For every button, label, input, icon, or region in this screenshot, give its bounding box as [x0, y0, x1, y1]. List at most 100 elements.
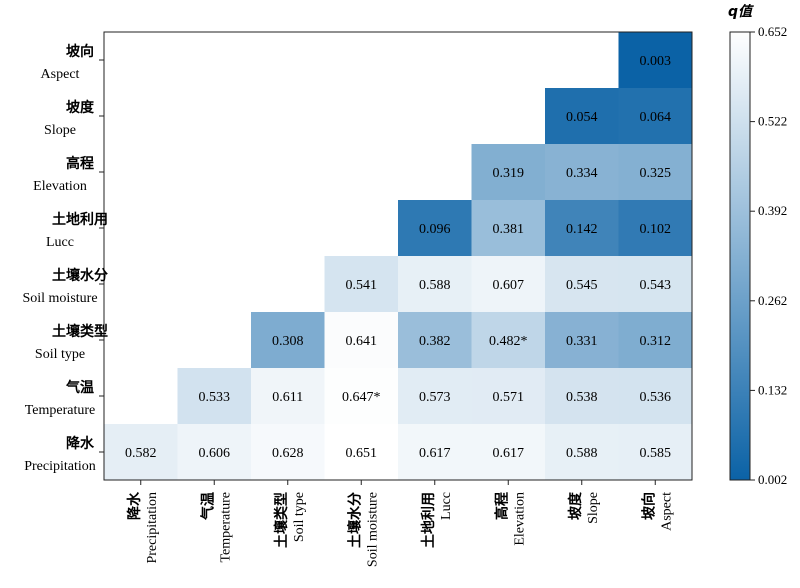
x-tick-label-en: Soil moisture: [365, 492, 380, 567]
cell-value-label: 0.003: [640, 54, 672, 69]
heatmap-cell: [398, 256, 472, 313]
y-tick-label-en: Elevation: [33, 179, 87, 194]
cell-value-label: 0.651: [346, 446, 378, 461]
heatmap-cell: [398, 312, 472, 369]
x-tick-label-en: Aspect: [659, 492, 674, 531]
y-axis: 坡向 Aspect 坡度 Slope 高程 Elevation 土地利用 Lucc 土壤水分 So…: [22, 43, 108, 474]
heatmap-cell: [251, 424, 325, 481]
colorbar-tick-label: 0.522: [758, 114, 787, 129]
cell-value-label: 0.096: [419, 222, 451, 237]
y-tick-label-zh: 降水: [66, 435, 95, 452]
x-tick-label-zh: 坡向: [640, 492, 657, 520]
cell-value-label: 0.382: [419, 334, 451, 349]
y-tick-label-zh: 土壤类型: [52, 323, 108, 340]
y-tick-label-zh: 高程: [66, 155, 94, 172]
cell-value-label: 0.536: [640, 390, 672, 405]
y-tick-label-en: Aspect: [41, 67, 80, 82]
x-tick-label-zh: 土壤水分: [346, 492, 363, 548]
heatmap-cell: [471, 424, 546, 481]
heatmap-cell: [471, 368, 546, 425]
heatmap-cell: [324, 256, 399, 313]
heatmap-cell: [618, 32, 693, 89]
colorbar-tick-label: 0.262: [758, 293, 787, 308]
y-tick-label-zh: 土地利用: [52, 211, 108, 228]
cell-value-label: 0.606: [199, 446, 231, 461]
heatmap-cell: [398, 368, 472, 425]
cell-value-label: 0.647*: [342, 390, 381, 405]
x-tick-label-en: Soil type: [292, 492, 307, 542]
heatmap-cell: [251, 312, 325, 369]
cell-value-label: 0.538: [566, 390, 598, 405]
x-tick-label-en: Temperature: [218, 492, 233, 563]
plot-frame: [103, 31, 693, 481]
heatmap-cell: [471, 256, 546, 313]
x-tick-label-zh: 土壤类型: [273, 492, 290, 548]
y-tick-label-zh: 坡向: [66, 43, 94, 60]
heatmap-cell: [324, 424, 399, 481]
heatmap-cell: [398, 200, 472, 257]
heatmap-cell: [545, 88, 619, 145]
cell-value-label: 0.588: [419, 278, 451, 293]
heatmap-cell: [177, 424, 252, 481]
x-tick-label-zh: 坡度: [567, 491, 584, 520]
cell-value-label: 0.611: [272, 390, 303, 405]
x-tick-label-zh: 气温: [199, 492, 216, 521]
heatmap-cell: [398, 424, 472, 481]
colorbar-tick-label: 0.652: [758, 24, 787, 39]
cell-value-label: 0.607: [493, 278, 525, 293]
heatmap-cell: [545, 256, 619, 313]
cell-value-label: 0.308: [272, 334, 304, 349]
colorbar-tick-label: 0.132: [758, 382, 787, 397]
cell-value-label: 0.533: [199, 390, 231, 405]
cell-value-label: 0.142: [566, 222, 598, 237]
colorbar-tick-label: 0.392: [758, 203, 787, 218]
heatmap-cell: [324, 368, 399, 425]
cell-value-label: 0.617: [493, 446, 525, 461]
x-axis: 降水 Precipitation 气温 Temperature 土壤类型 Soil typ…: [126, 480, 674, 567]
heatmap-cell: [545, 424, 619, 481]
x-tick-label-en: Lucc: [439, 492, 454, 520]
y-tick-label-en: Soil type: [35, 347, 85, 362]
cell-value-label: 0.641: [346, 334, 378, 349]
cell-value-label: 0.381: [493, 222, 525, 237]
cell-value-label: 0.054: [566, 110, 598, 125]
cell-value-label: 0.325: [640, 166, 672, 181]
x-tick-label-en: Slope: [586, 492, 601, 524]
cell-value-label: 0.585: [640, 446, 672, 461]
y-tick-label-zh: 气温: [65, 379, 94, 396]
cell-value-label: 0.312: [640, 334, 672, 349]
y-tick-label-en: Lucc: [46, 235, 74, 250]
cell-value-label: 0.573: [419, 390, 451, 405]
cell-value-label: 0.482*: [489, 334, 528, 349]
y-tick-label-en: Temperature: [25, 403, 96, 418]
heatmap-cell: [324, 312, 399, 369]
cell-value-label: 0.543: [640, 278, 672, 293]
heatmap-cell: [618, 256, 693, 313]
cell-value-label: 0.588: [566, 446, 598, 461]
heatmap-cell: [618, 424, 693, 481]
heatmap-cell: [618, 144, 693, 201]
x-tick-label-en: Elevation: [512, 492, 527, 546]
cell-value-label: 0.064: [640, 110, 672, 125]
cell-value-label: 0.545: [566, 278, 598, 293]
colorbar: 0.002 0.132 0.262 0.392 0.522 0.652 q值: [728, 3, 787, 487]
heatmap-cell: [471, 312, 546, 369]
heatmap-cell: [618, 368, 693, 425]
cell-value-label: 0.571: [493, 390, 525, 405]
colorbar-title: q值: [728, 3, 754, 20]
heatmap-cell: [471, 144, 546, 201]
cell-value-label: 0.334: [566, 166, 598, 181]
heatmap-cell: [471, 200, 546, 257]
colorbar-gradient: [729, 31, 751, 481]
cell-value-label: 0.102: [640, 222, 672, 237]
heatmap-cell: [618, 88, 693, 145]
heatmap-cell: [618, 200, 693, 257]
y-tick-label-en: Slope: [44, 123, 76, 138]
cell-value-label: 0.319: [493, 166, 525, 181]
heatmap-cells: 0.003 0.054 0.064 0.319 0.334 0.325 0.096 0.381…: [104, 32, 693, 481]
heatmap-cell: [545, 368, 619, 425]
heatmap-cell: [545, 200, 619, 257]
x-tick-label-zh: 土地利用: [420, 492, 437, 548]
y-tick-label-zh: 坡度: [66, 99, 95, 116]
